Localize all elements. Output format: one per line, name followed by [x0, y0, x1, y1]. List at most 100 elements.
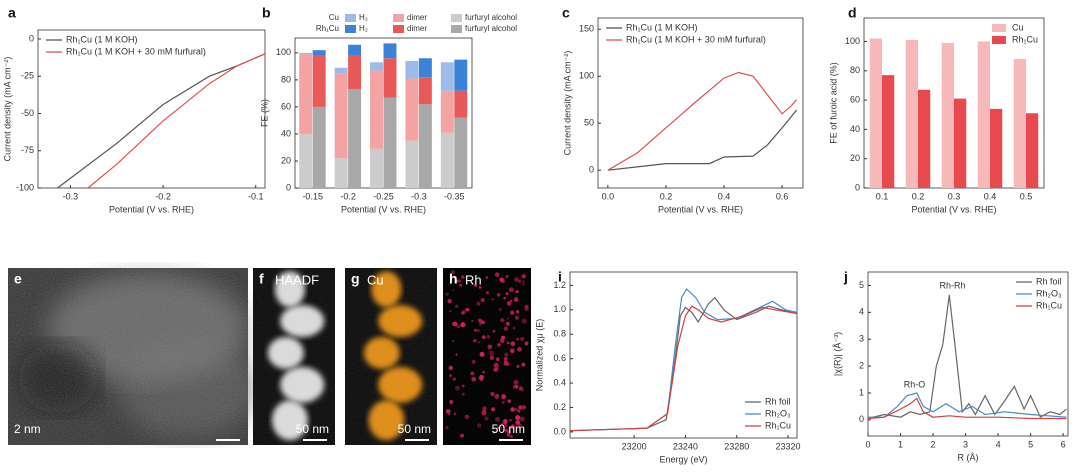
y-axis-label: Current density (mA cm⁻²)	[2, 57, 12, 162]
image-dot	[499, 277, 504, 282]
x-tick-label: -0.15	[302, 191, 323, 201]
image-dot	[493, 362, 499, 368]
image-dot	[503, 363, 507, 366]
y-tick-label: -50	[21, 108, 34, 118]
bar-segment	[334, 67, 348, 74]
image-dot	[510, 407, 515, 412]
image-dot	[502, 423, 508, 428]
image-dot	[517, 346, 522, 352]
bar	[941, 42, 954, 189]
x-tick-label: 1	[898, 439, 903, 449]
image-dot	[447, 298, 452, 304]
image-dot	[512, 384, 517, 389]
image-dot	[499, 338, 505, 344]
y-tick-label: 0	[855, 182, 860, 192]
image-dot	[513, 379, 519, 385]
image-dot	[516, 364, 520, 368]
image-dot	[501, 400, 505, 404]
image-dot	[459, 283, 463, 287]
legend-swatch	[451, 14, 462, 22]
y-tick-label: 0.0	[553, 426, 566, 436]
plot-frame	[597, 17, 804, 189]
image-dot	[479, 351, 485, 357]
legend-label: Rh₂O₃	[1036, 288, 1062, 298]
image-dot	[471, 376, 477, 382]
legend-label: dimer	[407, 24, 427, 33]
image-dot	[501, 394, 506, 398]
y-tick-label: 0.8	[553, 329, 566, 339]
image-dot	[500, 318, 505, 323]
image-dot	[505, 292, 509, 296]
image-dot	[520, 336, 525, 342]
image-dot	[516, 337, 519, 341]
image-dot	[480, 298, 485, 303]
legend-label: furfuryl alcohol	[465, 24, 517, 33]
legend-label: H₂	[359, 13, 368, 22]
y-tick-label: 4	[859, 307, 864, 317]
image-dot	[464, 414, 470, 420]
image-dot	[508, 287, 514, 293]
image-dot	[504, 352, 509, 357]
bar	[954, 98, 967, 188]
y-tick-label: 0	[859, 414, 864, 424]
image-dot	[515, 310, 520, 314]
x-tick-label: -0.35	[444, 191, 465, 201]
bar-segment	[440, 62, 454, 91]
legend-label: Rh₁Cu (1 M KOH)	[66, 34, 138, 44]
y-axis-label: FE of furoic acid (%)	[828, 62, 838, 144]
legend-swatch	[393, 14, 404, 22]
legend: Rh foil Rh₂O₃ Rh₁Cu	[1015, 276, 1062, 310]
image-dot	[448, 365, 454, 371]
image-dot	[498, 426, 502, 431]
bar-segment	[454, 59, 468, 91]
x-tick-label: -0.3	[411, 191, 427, 201]
x-tick-label: -0.2	[340, 191, 356, 201]
image-dot	[457, 279, 462, 283]
image-dot	[486, 291, 490, 294]
image-dot	[510, 311, 514, 315]
image-dot	[451, 270, 456, 275]
x-tick-label: 23280	[724, 441, 749, 451]
image-dot	[481, 335, 486, 340]
x-tick-label: -0.3	[63, 191, 79, 201]
bar-segment	[383, 58, 397, 98]
image-dot	[504, 428, 509, 433]
image-dot	[502, 419, 508, 424]
y-tick-label: 0	[29, 33, 34, 43]
legend-label: Rh foil	[765, 396, 791, 406]
image-dot	[498, 307, 502, 311]
x-axis-label: Energy (eV)	[659, 454, 707, 464]
bar	[869, 38, 882, 188]
x-tick-label: 3	[963, 439, 968, 449]
y-tick-label: 3	[859, 334, 864, 344]
x-tick-label: 23200	[622, 441, 647, 451]
panel-letter: c	[562, 5, 570, 21]
image-dot	[522, 280, 525, 283]
x-tick-label: 23240	[673, 441, 698, 451]
legend: Rh₁Cu (1 M KOH) Rh₁Cu (1 M KOH + 30 mM fu…	[46, 34, 206, 56]
y-tick-label: 0	[589, 165, 594, 175]
legend-label: Rh₁Cu	[1012, 34, 1038, 44]
x-axis-label: Potential (V vs. RHE)	[658, 204, 743, 214]
x-tick-label: 0.6	[776, 191, 789, 201]
bar-segment	[334, 73, 348, 159]
x-tick-label: 23320	[776, 441, 801, 451]
bar-segment	[299, 133, 313, 188]
legend-label: Rh₁Cu	[765, 420, 791, 430]
image-dot	[476, 423, 482, 428]
y-tick-label: 0	[286, 182, 291, 192]
bar-segment	[383, 43, 397, 59]
image-dot	[518, 405, 523, 410]
image-dot	[506, 341, 510, 345]
panel-letter: b	[262, 5, 271, 21]
image-grain	[253, 268, 335, 445]
legend-row-label: Rh₁Cu	[316, 24, 339, 33]
panel-letter: e	[14, 271, 22, 287]
x-axis-label: Potential (V vs. RHE)	[341, 204, 426, 214]
image-dot	[521, 274, 526, 279]
scale-bar-label: 50 nm	[398, 422, 431, 436]
image-dot	[521, 362, 526, 367]
image-dot	[461, 384, 465, 388]
image-dot	[506, 317, 509, 320]
